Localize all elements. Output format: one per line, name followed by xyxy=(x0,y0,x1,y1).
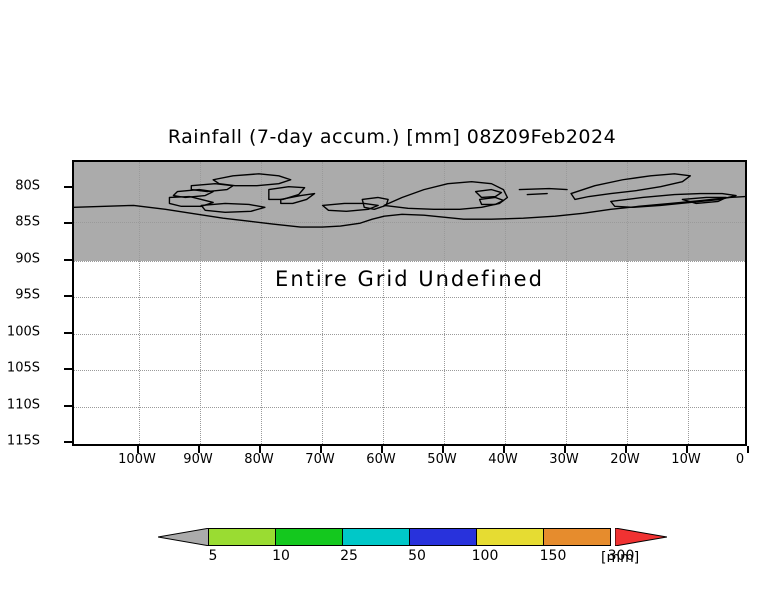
gridline-vertical-100w xyxy=(139,162,140,444)
colorbar-swatch-5-10 xyxy=(208,528,276,546)
xtick-mark-20w xyxy=(625,446,627,453)
colorbar-tick-100: 100 xyxy=(471,548,499,564)
colorbar-swatch-150-300 xyxy=(543,528,611,546)
xtick-mark-10w xyxy=(686,446,688,453)
gridline-vertical-10w xyxy=(688,162,689,444)
colorbar-swatch-10-25 xyxy=(275,528,343,546)
ytick-mark-105s xyxy=(64,368,72,370)
xtick-mark-70w xyxy=(320,446,322,453)
xtick-label-40w: 40W xyxy=(488,452,518,467)
xtick-mark-100w xyxy=(137,446,139,453)
xtick-label-0: 0 xyxy=(735,452,745,467)
xtick-label-20w: 20W xyxy=(610,452,640,467)
colorbar: 5 10 25 50 100 150 300 [mm] xyxy=(0,520,784,580)
ytick-mark-95s xyxy=(64,295,72,297)
colorbar-swatch-50-100 xyxy=(409,528,477,546)
ytick-mark-80s xyxy=(64,186,72,188)
xtick-label-50w: 50W xyxy=(427,452,457,467)
colorbar-swatches xyxy=(208,528,611,546)
xtick-label-100w: 100W xyxy=(118,452,156,467)
colorbar-unit-label: [mm] xyxy=(601,550,640,566)
colorbar-under-arrow xyxy=(158,528,210,546)
ytick-mark-115s xyxy=(64,441,72,443)
xtick-mark-80w xyxy=(259,446,261,453)
gridline-horizontal-100s xyxy=(74,334,745,335)
gridline-vertical-80w xyxy=(261,162,262,444)
gridline-vertical-20w xyxy=(627,162,628,444)
xtick-mark-90w xyxy=(198,446,200,453)
gridline-vertical-40w xyxy=(505,162,506,444)
gridline-horizontal-105s xyxy=(74,370,745,371)
xtick-label-80w: 80W xyxy=(244,452,274,467)
ytick-label-90s: 90S xyxy=(15,251,40,267)
gridline-horizontal-85s xyxy=(74,222,745,223)
colorbar-swatch-25-50 xyxy=(342,528,410,546)
gridline-horizontal-90s xyxy=(74,261,745,262)
gridline-vertical-90w xyxy=(200,162,201,444)
gridline-horizontal-110s xyxy=(74,407,745,408)
ytick-label-110s: 110S xyxy=(6,397,40,413)
page-title: Rainfall (7-day accum.) [mm] 08Z09Feb202… xyxy=(167,126,617,148)
colorbar-tick-300: 300 xyxy=(607,548,635,564)
colorbar-tick-150: 150 xyxy=(539,548,567,564)
gridline-vertical-50w xyxy=(444,162,445,444)
gridline-vertical-30w xyxy=(566,162,567,444)
ytick-label-105s: 105S xyxy=(6,360,40,376)
colorbar-tick-5: 5 xyxy=(208,548,218,564)
ytick-mark-85s xyxy=(64,222,72,224)
undefined-gray-region xyxy=(74,162,745,261)
ytick-label-95s: 95S xyxy=(15,287,40,303)
ytick-label-115s: 115S xyxy=(6,433,40,449)
xtick-label-60w: 60W xyxy=(366,452,396,467)
undefined-grid-notice: Entire Grid Undefined xyxy=(275,267,544,291)
xtick-mark-40w xyxy=(503,446,505,453)
gridline-vertical-60w xyxy=(383,162,384,444)
ytick-mark-90s xyxy=(64,259,72,261)
ytick-label-100s: 100S xyxy=(6,324,40,340)
colorbar-tick-10: 10 xyxy=(272,548,290,564)
colorbar-tick-50: 50 xyxy=(408,548,426,564)
xtick-mark-60w xyxy=(381,446,383,453)
xtick-label-30w: 30W xyxy=(549,452,579,467)
xtick-mark-0 xyxy=(747,446,749,453)
gridline-horizontal-95s xyxy=(74,297,745,298)
xtick-label-10w: 10W xyxy=(671,452,701,467)
xtick-mark-50w xyxy=(442,446,444,453)
ytick-label-80s: 80S xyxy=(15,178,40,194)
colorbar-swatch-100-150 xyxy=(476,528,544,546)
ytick-mark-100s xyxy=(64,332,72,334)
xtick-label-90w: 90W xyxy=(183,452,213,467)
xtick-mark-30w xyxy=(564,446,566,453)
colorbar-over-arrow xyxy=(615,528,667,546)
gridline-vertical-70w xyxy=(322,162,323,444)
plot-area: Entire Grid Undefined xyxy=(72,160,747,446)
colorbar-tick-25: 25 xyxy=(340,548,358,564)
ytick-label-85s: 85S xyxy=(15,214,40,230)
xtick-label-70w: 70W xyxy=(305,452,335,467)
ytick-mark-110s xyxy=(64,405,72,407)
